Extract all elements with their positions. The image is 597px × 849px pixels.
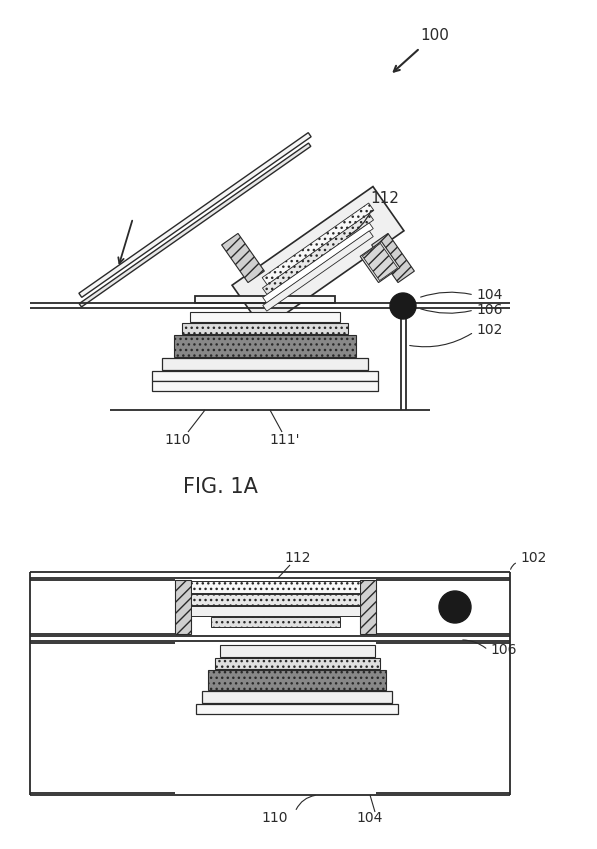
Polygon shape [232, 187, 404, 329]
Text: 111': 111' [270, 433, 300, 447]
Text: 106: 106 [476, 303, 503, 317]
Text: 102: 102 [520, 551, 546, 565]
Polygon shape [263, 231, 373, 311]
Bar [220, 645, 375, 657]
Text: 110: 110 [261, 811, 288, 825]
Polygon shape [371, 233, 414, 283]
Circle shape [390, 293, 416, 319]
Bar [182, 323, 348, 334]
Polygon shape [79, 132, 311, 297]
Polygon shape [362, 244, 398, 281]
Bar [175, 580, 191, 634]
Text: 112: 112 [285, 551, 311, 565]
Bar [360, 580, 376, 634]
Text: 112: 112 [371, 190, 399, 205]
Text: 102: 102 [476, 323, 502, 337]
Bar [215, 658, 380, 669]
Bar [191, 594, 360, 605]
Bar [211, 617, 340, 627]
Bar [152, 371, 378, 381]
Bar [190, 312, 340, 322]
Bar [202, 691, 392, 703]
Text: 106: 106 [490, 643, 516, 657]
Polygon shape [263, 222, 373, 303]
Text: FIG. 1A: FIG. 1A [183, 477, 257, 497]
Text: 110: 110 [165, 433, 191, 447]
Bar [191, 606, 360, 616]
Polygon shape [262, 203, 374, 285]
Polygon shape [263, 213, 374, 295]
Polygon shape [79, 143, 311, 307]
Bar [191, 581, 360, 593]
Bar [152, 381, 378, 391]
Bar [162, 358, 368, 370]
Polygon shape [221, 233, 264, 283]
Circle shape [439, 591, 471, 623]
Text: 104: 104 [476, 288, 502, 302]
Bar [208, 670, 386, 690]
Bar [174, 335, 356, 357]
Text: 100: 100 [420, 27, 450, 42]
Bar [195, 296, 335, 303]
Polygon shape [360, 241, 400, 283]
Bar [196, 704, 398, 714]
Text: 104: 104 [357, 811, 383, 825]
